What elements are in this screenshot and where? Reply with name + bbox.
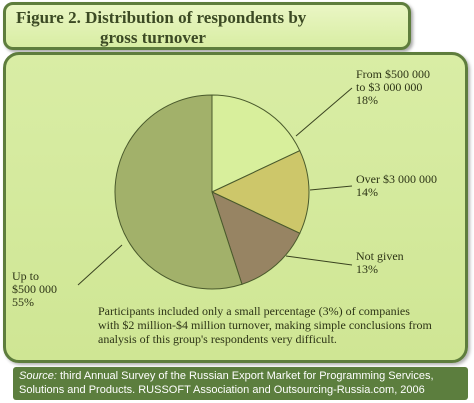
pie-slice-not-given (211, 191, 301, 285)
slice-label-from-500k-to-3m: From $500 000 to $3 000 000 18% (356, 68, 430, 107)
pie-slice-from-500k-to-3m (211, 94, 301, 193)
slice-value-not-given: 13% (356, 262, 378, 276)
source-label: Source: (19, 370, 57, 382)
slice-value-over-3m: 14% (356, 185, 378, 199)
slice-label-not-given: Not given 13% (356, 250, 404, 276)
figure-title-line-1: Figure 2. Distribution of respondents by (16, 8, 307, 27)
chart-note-line-1: Participants included only a small perce… (98, 304, 410, 318)
source-line-2: Solutions and Products. RUSSOFT Associat… (19, 384, 425, 396)
pie-slice-over-3m (210, 150, 310, 234)
slice-label-over-3m-line-1: Over $3 000 000 (356, 172, 437, 186)
leader-line-not-given (285, 255, 353, 266)
slice-label-from-500k-to-3m-line-2: to $3 000 000 (356, 80, 423, 94)
leader-line-up-to-500k (77, 244, 123, 286)
slice-label-up-to-500k-line-1: Up to (12, 269, 39, 283)
chart-note-line-2: with $2 million-$4 million turnover, mak… (98, 318, 432, 332)
slice-label-up-to-500k-line-2: $500 000 (12, 282, 57, 296)
figure-title-box: Figure 2. Distribution of respondents by… (3, 2, 411, 50)
slice-label-up-to-500k: Up to $500 000 55% (12, 270, 57, 309)
slice-value-from-500k-to-3m: 18% (356, 93, 378, 107)
slice-label-over-3m: Over $3 000 000 14% (356, 173, 437, 199)
source-box: Source: third Annual Survey of the Russi… (13, 367, 468, 400)
leader-line-from-500k-to-3m (295, 87, 353, 137)
pie-slice-up-to-500k (114, 94, 243, 290)
slice-label-not-given-line-1: Not given (356, 249, 404, 263)
slice-value-up-to-500k: 55% (12, 295, 34, 309)
source-line-1: third Annual Survey of the Russian Expor… (56, 370, 434, 382)
slice-label-from-500k-to-3m-line-1: From $500 000 (356, 67, 431, 81)
chart-note: Participants included only a small perce… (98, 304, 458, 346)
leader-line-over-3m (309, 185, 353, 191)
figure-title-line-2: gross turnover (100, 28, 206, 47)
chart-note-line-3: analysis of this group's respondents ver… (98, 332, 337, 346)
